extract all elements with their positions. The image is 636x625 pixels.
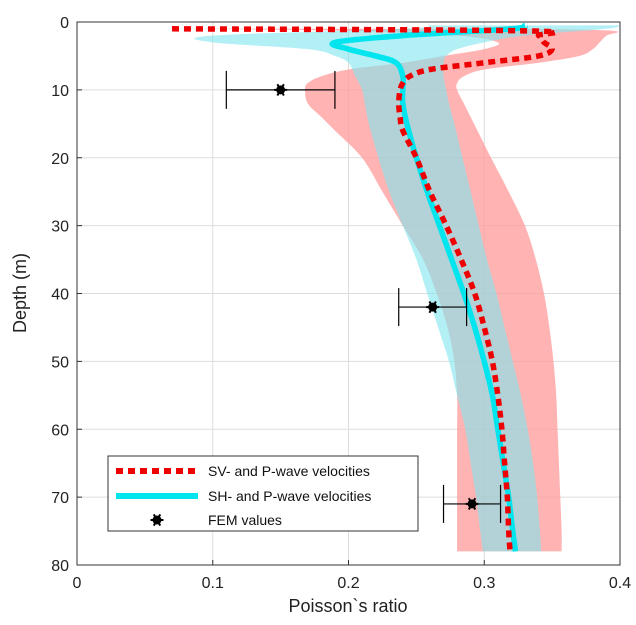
y-tick-label: 70	[51, 490, 69, 507]
y-tick-label: 0	[60, 15, 69, 32]
x-tick-label: 0.1	[202, 575, 224, 592]
y-tick-label: 10	[51, 83, 69, 100]
legend-fem-marker	[150, 513, 164, 527]
legend-sv-label: SV- and P-wave velocities	[208, 463, 370, 479]
x-tick-labels: 0 0.1 0.2 0.3 0.4	[73, 560, 631, 592]
legend-fem-label: FEM values	[208, 512, 282, 528]
sh-band	[194, 25, 620, 552]
x-tick-label: 0	[73, 575, 82, 592]
legend: SV- and P-wave velocities SH- and P-wave…	[107, 455, 419, 532]
sv-line	[172, 26, 558, 552]
y-tick-label: 50	[51, 354, 69, 371]
x-tick-label: 0.2	[337, 575, 359, 592]
y-tick-label: 60	[51, 422, 69, 439]
y-tick-label: 40	[51, 287, 69, 304]
fem-point	[274, 83, 288, 97]
data-layer	[172, 22, 620, 552]
fem-point	[426, 300, 440, 314]
fem-point	[465, 497, 479, 511]
y-tick-labels: 0 10 20 30 40 50 60 70 80	[51, 15, 82, 575]
fem-markers	[225, 70, 502, 523]
y-axis-label: Depth (m)	[10, 253, 30, 333]
series-lines	[172, 22, 558, 552]
x-axis-label: Poisson`s ratio	[288, 596, 407, 616]
legend-fem-point	[150, 513, 164, 527]
y-tick-label: 30	[51, 219, 69, 236]
y-tick-label: 80	[51, 558, 69, 575]
uncertainty-bands	[172, 25, 620, 552]
legend-sh-label: SH- and P-wave velocities	[208, 488, 371, 504]
y-tick-label: 20	[51, 151, 69, 168]
x-tick-label: 0.3	[473, 575, 495, 592]
x-tick-label: 0.4	[609, 575, 631, 592]
